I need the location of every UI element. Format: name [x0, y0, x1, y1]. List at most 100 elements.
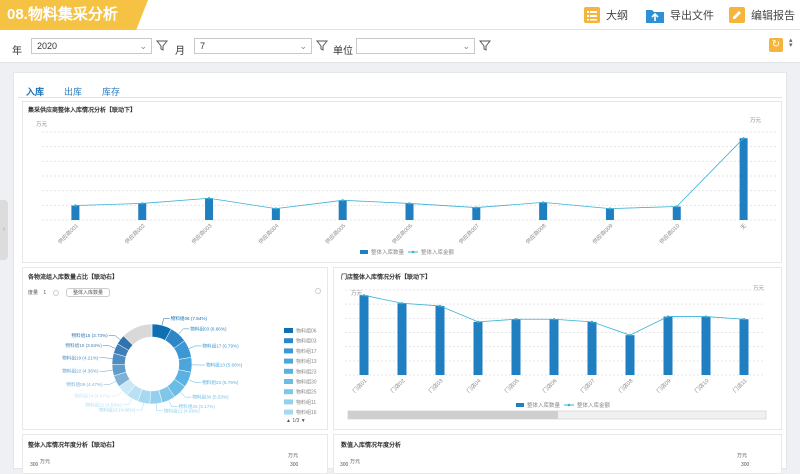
label-leader — [103, 346, 115, 349]
material-donut-chart: 物料组06 (7.54%)物料组03 (6.66%)物料组17 (6.79%)物… — [22, 296, 328, 428]
line-point[interactable] — [341, 199, 343, 201]
legend-label[interactable]: 物料组17 — [296, 348, 317, 355]
line-point[interactable] — [553, 318, 555, 320]
bar[interactable] — [272, 209, 280, 220]
bar[interactable] — [205, 198, 213, 220]
line-point[interactable] — [629, 334, 631, 336]
legend-label[interactable]: 物料组11 — [296, 399, 316, 406]
line-point[interactable] — [676, 205, 678, 207]
x-tick-label: 无 — [739, 222, 748, 231]
legend-label[interactable]: 物料组06 — [296, 328, 317, 335]
x-tick-label: 供应商008 — [524, 222, 548, 246]
clear-filter-icon[interactable] — [479, 39, 491, 51]
legend-label[interactable]: 物料组16 — [296, 409, 317, 416]
bar[interactable] — [360, 295, 369, 375]
label-leader — [169, 400, 178, 406]
legend-label[interactable]: 物料组25 — [296, 389, 317, 396]
line-point[interactable] — [408, 202, 410, 204]
legend-prev-icon[interactable]: ▲ — [286, 418, 291, 424]
label-leader — [156, 404, 163, 411]
label-leader — [104, 381, 116, 384]
tab-inbound[interactable]: 入库 — [22, 82, 48, 103]
bar[interactable] — [740, 319, 749, 375]
line-point[interactable] — [477, 321, 479, 323]
legend-swatch — [284, 389, 293, 394]
slice-label: 物料组06 (7.54%) — [171, 315, 208, 322]
tab-outbound[interactable]: 出库 — [60, 82, 86, 103]
bar[interactable] — [664, 317, 673, 375]
next-metric-icon[interactable] — [315, 288, 321, 294]
slice-label: 物料组30 (5.53%) — [192, 394, 229, 401]
label-leader — [179, 329, 190, 334]
line-point[interactable] — [705, 315, 707, 317]
tab-divider — [18, 97, 782, 98]
clear-filter-icon[interactable] — [156, 39, 168, 51]
line-point[interactable] — [401, 302, 403, 304]
bar[interactable] — [472, 208, 480, 220]
line-point[interactable] — [742, 137, 744, 139]
legend-label[interactable]: 物料组13 — [296, 358, 317, 365]
bar[interactable] — [740, 138, 748, 220]
bar[interactable] — [626, 335, 635, 375]
bar[interactable] — [339, 200, 347, 220]
x-tick-label: 门店04 — [465, 377, 483, 395]
line-point[interactable] — [609, 207, 611, 209]
legend-label[interactable]: 物料组03 — [296, 338, 317, 345]
legend-label[interactable]: 物料组30 — [296, 379, 317, 386]
more-options-icon[interactable]: ▴▾ — [789, 38, 793, 48]
slice-label: 物料组21 (4.59%) — [85, 401, 122, 408]
x-tick-label: 供应商002 — [123, 222, 147, 246]
bar[interactable] — [138, 203, 146, 220]
chart-scrollbar-thumb[interactable] — [348, 411, 558, 419]
line-point[interactable] — [475, 206, 477, 208]
yearly-analysis-title: 整体入库情况年度分析【联动右】 — [28, 440, 118, 449]
year-value: 2020 — [37, 41, 57, 51]
bar[interactable] — [71, 206, 79, 220]
unit-select[interactable]: ⌄ — [356, 38, 475, 54]
year-select[interactable]: 2020 ⌄ — [31, 38, 152, 54]
label-leader — [136, 403, 143, 410]
line-point[interactable] — [542, 201, 544, 203]
legend-line-dot — [412, 251, 415, 254]
bar[interactable] — [539, 202, 547, 220]
line-point[interactable] — [439, 305, 441, 307]
line-point[interactable] — [275, 207, 277, 209]
x-tick-label: 门店05 — [503, 377, 521, 395]
export-button[interactable]: 导出文件 — [645, 5, 714, 25]
line-point[interactable] — [141, 202, 143, 204]
tab-inventory[interactable]: 库存 — [98, 82, 124, 103]
line-point[interactable] — [515, 318, 517, 320]
bar[interactable] — [550, 319, 559, 375]
legend-swatch — [284, 410, 293, 415]
line-point[interactable] — [208, 197, 210, 199]
outline-label: 大纲 — [606, 7, 628, 23]
bar[interactable] — [673, 207, 681, 220]
sidebar-toggle-handle[interactable]: › — [0, 200, 8, 260]
edit-report-button[interactable]: 编辑报告 — [728, 5, 795, 25]
line-point[interactable] — [667, 315, 669, 317]
slice-label: 物料组17 (6.79%) — [202, 342, 239, 349]
bar[interactable] — [436, 306, 445, 375]
bar[interactable] — [398, 303, 407, 375]
bar[interactable] — [474, 322, 483, 375]
x-tick-label: 供应商004 — [256, 222, 280, 246]
slice-label: 物料组09 (4.47%) — [66, 381, 103, 388]
legend-label[interactable]: 物料组23 — [296, 368, 317, 375]
bar[interactable] — [702, 317, 711, 375]
bar[interactable] — [512, 319, 521, 375]
x-tick-label: 门店03 — [427, 377, 445, 395]
clear-filter-icon[interactable] — [316, 39, 328, 51]
legend-next-icon[interactable]: ▼ — [301, 418, 306, 424]
bar[interactable] — [588, 322, 597, 375]
line-point[interactable] — [363, 294, 365, 296]
bar[interactable] — [606, 209, 614, 220]
line-point[interactable] — [74, 204, 76, 206]
bar[interactable] — [406, 203, 414, 220]
outline-icon — [583, 6, 601, 24]
line-point[interactable] — [743, 318, 745, 320]
refresh-button[interactable]: ↻ — [769, 38, 783, 52]
outline-button[interactable]: 大纲 — [583, 5, 628, 25]
prev-metric-icon[interactable] — [53, 290, 59, 296]
line-point[interactable] — [591, 321, 593, 323]
month-select[interactable]: 7 ⌄ — [194, 38, 312, 54]
